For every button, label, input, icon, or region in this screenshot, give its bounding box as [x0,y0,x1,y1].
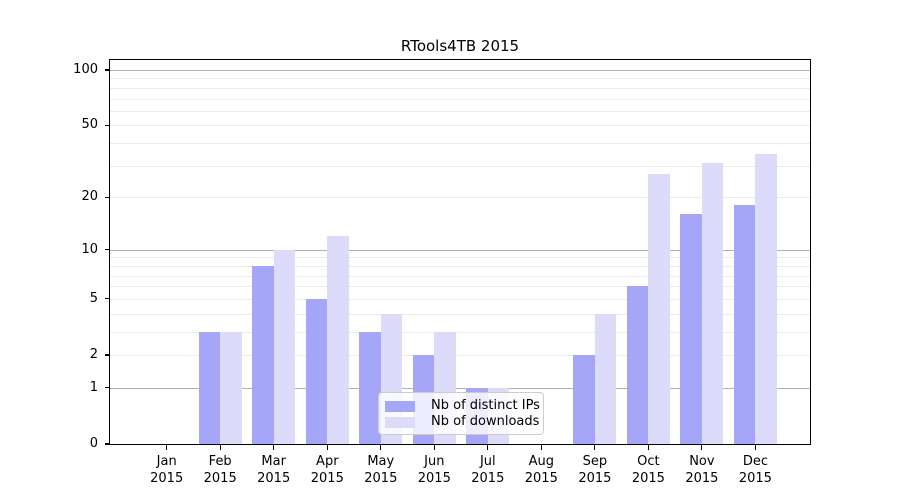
y-tick-label: 20 [81,189,98,205]
x-tick-mark [540,445,542,450]
bar-distinct-ips-oct [626,286,649,444]
y-axis: 0 1 2 5 10 20 50 100 [0,60,110,451]
bar-distinct-ips-nov [680,214,702,444]
x-tick-label-mar: Mar 2015 [257,454,291,486]
legend: Nb of distinct IPs Nb of downloads [378,392,544,435]
bar-downloads-dec [755,153,777,444]
x-tick-label-aug: Aug 2015 [524,454,558,486]
y-tick-label: 10 [81,241,98,257]
x-tick-mark [647,445,649,450]
gridline-minor [110,355,810,356]
y-tick-mark [105,124,110,126]
y-tick-label: 0 [89,436,98,451]
y-tick-mark [105,196,110,198]
y-tick-label: 50 [81,117,98,133]
bar-downloads-apr [327,236,349,444]
legend-label-distinct-ips: Nb of distinct IPs [431,398,540,413]
gridline-minor [110,265,810,267]
bar-distinct-ips-dec [733,205,756,444]
gridline-minor [110,257,810,259]
gridline-minor [110,298,810,300]
legend-swatch-downloads [385,416,415,428]
x-tick-label-jun: Jun 2015 [417,454,451,486]
x-tick-mark [701,445,703,450]
y-tick-mark [105,443,110,445]
gridline-minor [110,110,810,112]
bar-downloads-oct [648,174,670,444]
x-tick-label-sep: Sep 2015 [578,454,612,486]
legend-entry-downloads: Nb of downloads [385,415,539,429]
x-tick-label-jan: Jan 2015 [150,454,184,486]
gridline-minor [110,275,810,277]
x-tick-mark [433,445,435,450]
gridline-minor [110,87,810,89]
gridline-minor [110,98,810,100]
gridline-minor [110,331,810,333]
x-axis: Jan 2015 Feb 2015 Mar 2015 Apr 2015 May 2015… [110,444,810,500]
x-tick-mark [380,445,382,450]
x-tick-label-dec: Dec 2015 [738,454,772,486]
y-tick-mark [105,249,110,251]
gridline-minor [110,197,810,199]
gridline-minor [110,125,810,127]
legend-swatch-distinct-ips [385,400,415,412]
gridline-minor [110,165,810,167]
x-tick-label-may: May 2015 [364,454,398,486]
x-tick-mark [273,445,275,450]
bar-distinct-ips-apr [305,298,328,444]
x-tick-label-nov: Nov 2015 [685,454,719,486]
x-tick-mark [219,445,221,450]
x-tick-mark [594,445,596,450]
y-tick-label: 1 [89,379,98,395]
gridline-minor [110,78,810,80]
gridline-major [110,387,810,389]
gridline-major [110,70,810,71]
bar-distinct-ips-sep [573,355,595,444]
y-tick-mark [105,387,110,389]
y-tick-label: 5 [89,290,98,306]
bar-distinct-ips-mar [252,265,274,444]
gridline-minor [110,313,810,315]
legend-entry-distinct-ips: Nb of distinct IPs [385,399,540,413]
x-tick-label-apr: Apr 2015 [310,454,344,486]
gridline-major [110,249,810,251]
bar-downloads-mar [273,249,296,444]
x-tick-mark [754,445,756,450]
x-tick-mark [487,445,489,450]
bar-distinct-ips-may [359,331,381,444]
gridline-minor [110,286,810,288]
x-tick-label-oct: Oct 2015 [631,454,665,486]
y-tick-mark [105,69,110,71]
x-tick-label-jul: Jul 2015 [471,454,505,486]
bar-downloads-nov [701,163,724,444]
y-tick-mark [105,354,110,356]
x-tick-label-feb: Feb 2015 [203,454,237,486]
plot-area: Nb of distinct IPs Nb of downloads [109,59,811,445]
chart-title: RTools4TB 2015 [400,37,520,55]
bar-downloads-feb [220,331,242,444]
x-tick-mark [166,445,168,450]
legend-label-downloads: Nb of downloads [431,414,540,429]
bar-downloads-sep [594,313,617,444]
bar-distinct-ips-feb [198,331,221,444]
x-tick-mark [326,445,328,450]
y-tick-mark [105,298,110,300]
gridline-minor [110,143,810,145]
y-tick-label: 2 [89,347,98,362]
y-tick-label: 100 [73,62,98,77]
